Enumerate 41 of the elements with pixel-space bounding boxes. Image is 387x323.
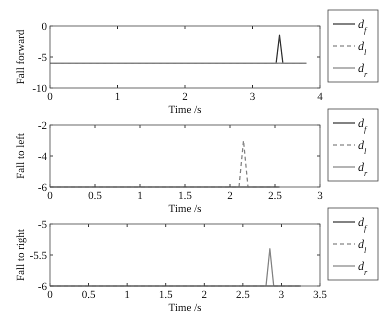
- x-tick-label: 0.5: [82, 289, 96, 301]
- y-tick-label: -2: [38, 120, 47, 132]
- legend-label: d$_{f}$: [358, 17, 368, 34]
- legend-label: d$_{r}$: [358, 160, 368, 178]
- legend-label: d$_{l}$: [358, 237, 367, 254]
- x-tick-label: 3.5: [313, 289, 328, 301]
- x-tick-label: 2: [227, 190, 233, 202]
- x-tick-label: 1: [124, 289, 130, 301]
- y-tick-label: -4: [38, 151, 48, 163]
- legend-label: d$_{r}$: [358, 61, 368, 78]
- y-tick-label: -5: [38, 52, 48, 64]
- legend-label: d$_{l}$: [358, 138, 367, 156]
- y-tick-label: -6: [38, 281, 48, 293]
- x-tick-label: 2.5: [268, 190, 282, 202]
- x-tick-label: 3: [278, 289, 285, 301]
- x-tick-label: 1.5: [178, 190, 192, 202]
- y-tick-label: -6: [38, 182, 48, 194]
- x-axis-title: Time /s: [168, 302, 202, 314]
- legend-label: d$_{f}$: [358, 116, 368, 134]
- x-tick-label: 2: [182, 91, 188, 103]
- x-axis-title: Time /s: [168, 104, 202, 116]
- y-tick-label: -5.5: [30, 250, 48, 262]
- y-tick-label: -10: [32, 83, 48, 95]
- y-tick-label: -5: [38, 219, 48, 231]
- y-tick-label: 0: [42, 21, 48, 33]
- y-axis-title: Fall to left: [15, 133, 27, 179]
- x-tick-label: 4: [317, 91, 324, 103]
- y-axis-title: Fall to right: [15, 229, 27, 281]
- x-tick-label: 0.5: [88, 190, 102, 202]
- x-tick-label: 2: [202, 289, 208, 301]
- x-tick-label: 1: [114, 91, 120, 103]
- x-tick-label: 1.5: [158, 289, 174, 301]
- x-tick-label: 3: [317, 190, 324, 202]
- legend-label: d$_{l}$: [358, 39, 367, 56]
- legend-label: d$_{r}$: [358, 259, 368, 276]
- x-tick-label: 3: [250, 91, 256, 103]
- x-tick-label: 1: [137, 190, 143, 202]
- legend-label: d$_{f}$: [358, 215, 368, 232]
- y-axis-title: Fall forward: [15, 29, 27, 84]
- x-axis-title: Time /s: [168, 203, 202, 215]
- x-tick-label: 2.5: [236, 289, 250, 301]
